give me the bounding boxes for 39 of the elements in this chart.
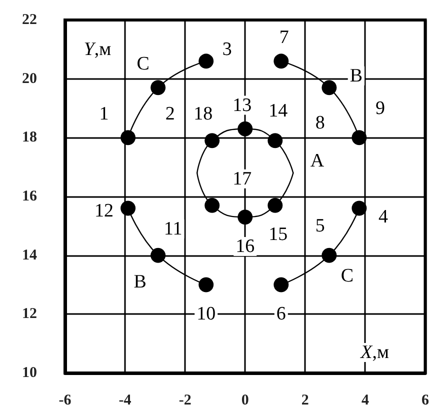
y-tick-label: 12 bbox=[22, 306, 37, 322]
x-tick-label: 2 bbox=[301, 392, 309, 408]
annotation: 2 bbox=[165, 104, 175, 125]
annotation: 1 bbox=[99, 104, 109, 125]
annotation: 6 bbox=[276, 304, 286, 325]
annotation: 11 bbox=[164, 218, 182, 240]
annotation: 4 bbox=[378, 206, 388, 228]
y-tick-label: 16 bbox=[22, 188, 38, 204]
annotation: 9 bbox=[375, 98, 385, 119]
annotation: 7 bbox=[279, 27, 289, 48]
x-tick-label: -2 bbox=[178, 392, 192, 408]
annotation: 17 bbox=[232, 168, 252, 190]
annotation: B bbox=[134, 271, 146, 292]
annotation: 8 bbox=[315, 112, 325, 134]
x-axis-title: X,м bbox=[360, 342, 390, 364]
x-tick-label: -4 bbox=[118, 392, 132, 408]
x-tick-label: 6 bbox=[422, 392, 430, 408]
annotation: B bbox=[350, 65, 363, 86]
y-tick-label: 20 bbox=[22, 70, 37, 87]
annotation: 10 bbox=[196, 304, 216, 325]
x-tick-label: 4 bbox=[361, 392, 370, 408]
annotation: 12 bbox=[94, 200, 114, 222]
annotation: 14 bbox=[268, 100, 288, 122]
y-tick-label: 14 bbox=[22, 247, 38, 264]
y-tick-label: 18 bbox=[22, 130, 37, 146]
annotation: 18 bbox=[194, 104, 213, 125]
annotation: A bbox=[310, 150, 324, 172]
y-tick-label: 22 bbox=[22, 12, 37, 28]
annotation: 5 bbox=[315, 215, 325, 236]
y-axis-title: Y,м bbox=[84, 38, 112, 60]
x-tick-label: 0 bbox=[241, 392, 249, 408]
annotation: 15 bbox=[268, 224, 288, 246]
annotation: C bbox=[340, 265, 354, 286]
annotation: 13 bbox=[232, 94, 252, 116]
annotation: C bbox=[136, 54, 150, 75]
x-tick-label: -6 bbox=[58, 392, 72, 408]
annotation: 16 bbox=[236, 236, 255, 258]
annotation: 3 bbox=[222, 38, 232, 60]
y-tick-label: 10 bbox=[22, 365, 37, 381]
